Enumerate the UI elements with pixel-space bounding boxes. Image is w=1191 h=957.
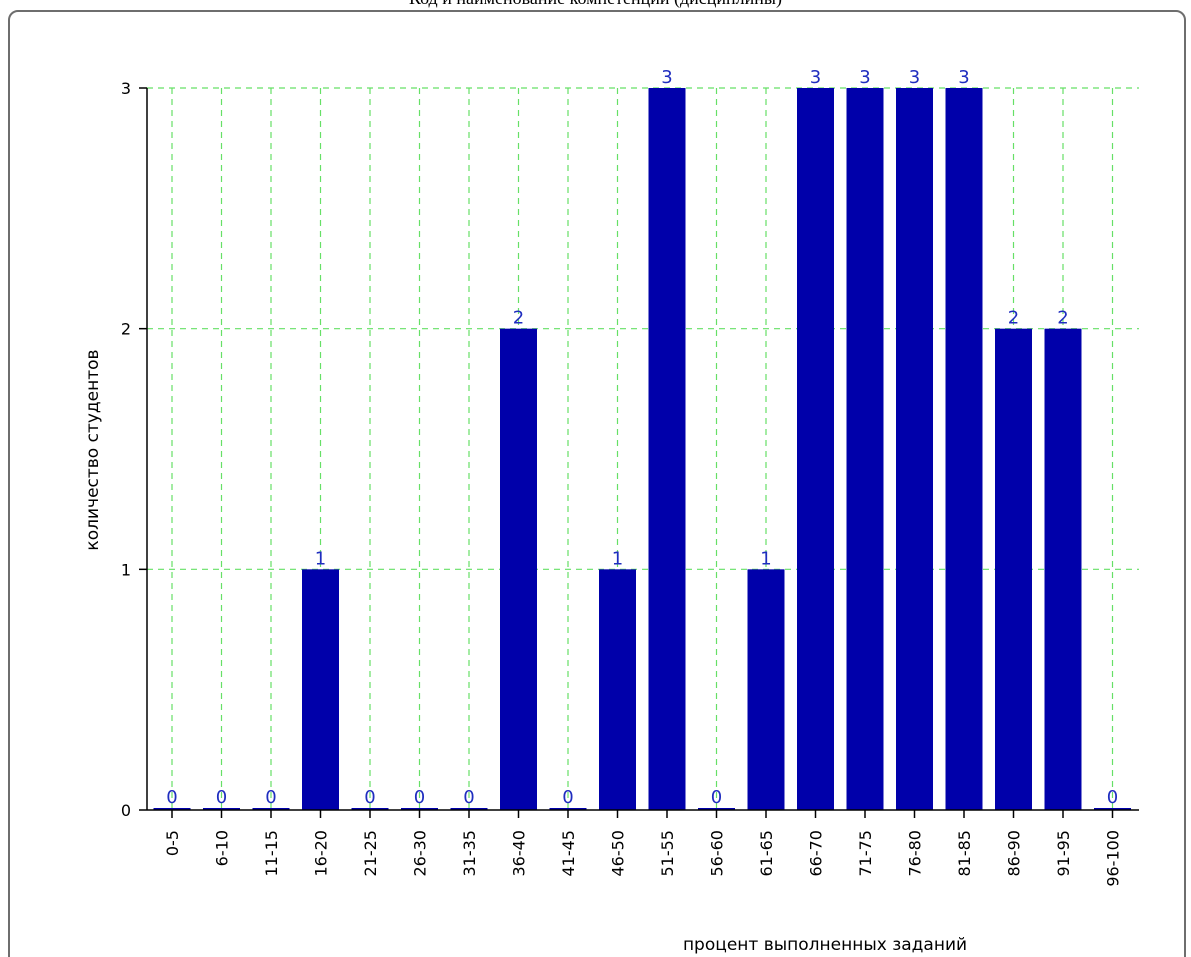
page-title: Код и наименование компетенции (дисципли…	[0, 0, 1191, 9]
x-tick-label-26-30: 26-30	[411, 830, 430, 877]
bar-value-label-26-30: 0	[414, 787, 425, 808]
bar-value-label-56-60: 0	[711, 787, 722, 808]
bar-71-75	[846, 88, 884, 810]
bar-81-85	[945, 88, 983, 810]
x-tick-label-16-20: 16-20	[312, 830, 331, 877]
bar-51-55	[648, 88, 686, 810]
x-tick-label-36-40: 36-40	[510, 830, 529, 877]
x-tick-label-81-85: 81-85	[955, 830, 974, 877]
bar-value-label-46-50: 1	[612, 548, 623, 569]
bar-6-10	[203, 808, 240, 810]
bar-76-80	[896, 88, 933, 810]
x-tick-label-41-45: 41-45	[559, 830, 578, 877]
chart-frame	[8, 10, 1186, 957]
bar-46-50	[599, 569, 636, 810]
y-tick-label-0: 0	[121, 801, 131, 820]
bar-value-label-36-40: 2	[513, 308, 524, 329]
bar-value-label-6-10: 0	[216, 787, 227, 808]
bar-value-label-71-75: 3	[859, 67, 870, 88]
y-tick-label-3: 3	[121, 79, 131, 98]
x-tick-label-66-70: 66-70	[807, 830, 826, 877]
bar-26-30	[401, 808, 438, 810]
bar-61-65	[747, 569, 785, 810]
bar-86-90	[995, 328, 1032, 810]
bar-66-70	[797, 88, 834, 810]
bar-16-20	[302, 569, 339, 810]
bar-value-label-76-80: 3	[909, 67, 920, 88]
bar-21-25	[351, 808, 389, 810]
bar-value-label-81-85: 3	[958, 67, 969, 88]
bar-96-100	[1094, 808, 1131, 810]
x-tick-label-96-100: 96-100	[1104, 830, 1123, 887]
bar-91-95	[1044, 328, 1082, 810]
bar-value-label-96-100: 0	[1107, 787, 1118, 808]
bar-value-label-61-65: 1	[760, 548, 771, 569]
x-tick-label-0-5: 0-5	[163, 830, 182, 856]
x-tick-label-6-10: 6-10	[213, 830, 232, 866]
y-axis-title: количество студентов	[83, 349, 103, 550]
x-tick-label-56-60: 56-60	[708, 830, 727, 877]
x-tick-label-86-90: 86-90	[1005, 830, 1024, 877]
bar-31-35	[450, 808, 488, 810]
x-axis-title: процент выполненных заданий	[683, 935, 967, 955]
bar-value-label-11-15: 0	[265, 787, 276, 808]
x-tick-label-61-65: 61-65	[757, 830, 776, 877]
y-tick-label-2: 2	[121, 320, 131, 339]
bar-value-label-86-90: 2	[1008, 308, 1019, 329]
bar-11-15	[252, 808, 290, 810]
bar-value-label-16-20: 1	[315, 548, 326, 569]
bar-value-label-41-45: 0	[562, 787, 573, 808]
bar-value-label-31-35: 0	[463, 787, 474, 808]
x-tick-label-46-50: 46-50	[609, 830, 628, 877]
bar-56-60	[698, 808, 735, 810]
x-tick-label-31-35: 31-35	[460, 830, 479, 877]
bar-value-label-66-70: 3	[810, 67, 821, 88]
bar-0-5	[153, 808, 191, 810]
bar-36-40	[500, 328, 537, 810]
x-tick-label-76-80: 76-80	[906, 830, 925, 877]
bar-41-45	[549, 808, 587, 810]
bar-value-label-0-5: 0	[166, 787, 177, 808]
x-tick-label-11-15: 11-15	[262, 830, 281, 877]
x-tick-label-51-55: 51-55	[658, 830, 677, 877]
bar-value-label-21-25: 0	[364, 787, 375, 808]
bar-value-label-91-95: 2	[1057, 308, 1068, 329]
x-tick-label-21-25: 21-25	[361, 830, 380, 877]
x-tick-label-91-95: 91-95	[1054, 830, 1073, 877]
x-tick-label-71-75: 71-75	[856, 830, 875, 877]
bar-value-label-51-55: 3	[661, 67, 672, 88]
y-tick-label-1: 1	[121, 560, 131, 579]
